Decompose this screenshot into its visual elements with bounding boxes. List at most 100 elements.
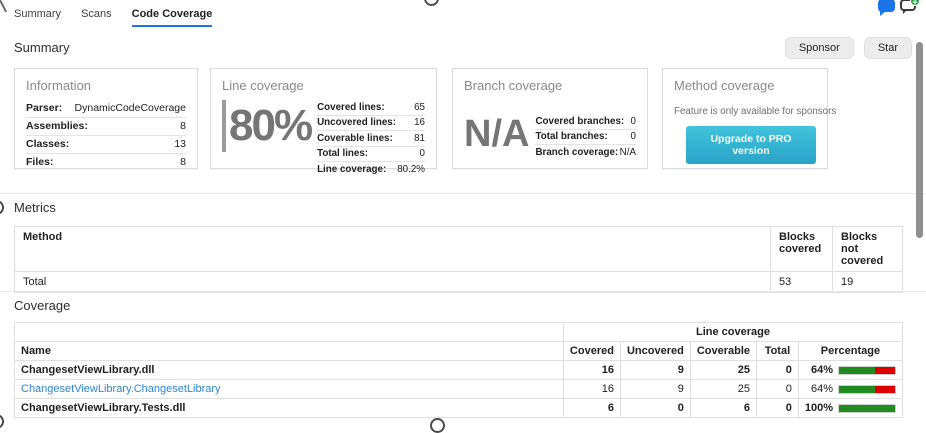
line-label: Covered lines: — [317, 101, 385, 113]
info-row-classes: Classes: 13 — [26, 136, 186, 154]
add-comment-icon[interactable]: + — [900, 0, 920, 14]
info-value: 13 — [174, 138, 186, 150]
percentage-text: 64% — [810, 383, 833, 395]
line-row-coverable: Coverable lines: 81 — [317, 131, 425, 147]
method-coverage-card: Method coverage Feature is only availabl… — [662, 68, 837, 169]
coverable-value: 25 — [689, 360, 758, 380]
info-value: 8 — [180, 156, 186, 168]
metrics-blocks-not-covered-value: 19 — [832, 271, 903, 293]
group-header-empty-cell — [14, 322, 564, 342]
percentage-cell: 100% — [797, 398, 904, 418]
coverable-value: 6 — [689, 398, 758, 418]
percentage-text: 100% — [804, 402, 833, 414]
coverage-bar — [838, 403, 896, 413]
total-value: 0 — [756, 360, 799, 380]
big-na-text: N/A — [464, 113, 530, 155]
information-card: Information Parser: DynamicCodeCoverage … — [14, 68, 198, 169]
line-row-covered: Covered lines: 65 — [317, 100, 425, 116]
scrollbar-thumb[interactable] — [916, 42, 923, 238]
line-coverage-card: Line coverage 80% Covered lines: 65 Unco… — [210, 68, 437, 175]
branch-value: 0 — [630, 115, 636, 127]
uncovered-value: 9 — [619, 360, 691, 380]
coverage-bar — [838, 384, 896, 394]
tab-code-coverage[interactable]: Code Coverage — [131, 8, 213, 27]
info-label: Assemblies: — [26, 120, 88, 132]
group-header-line-coverage: Line coverage — [562, 322, 904, 342]
big-percentage-text: 80% — [229, 101, 313, 150]
cropped-circle-artifact-bottom-left — [0, 414, 4, 429]
table-row-class-1: ChangesetViewLibrary.ChangesetLibrary 16… — [14, 379, 904, 399]
line-row-uncovered: Uncovered lines: 16 — [317, 116, 425, 131]
coverage-header-total: Total — [756, 341, 799, 361]
covered-value: 16 — [562, 379, 621, 399]
cropped-circle-artifact-bottom — [430, 418, 445, 433]
uncovered-value: 0 — [619, 398, 691, 418]
total-value: 0 — [756, 398, 799, 418]
branch-row-covered: Covered branches: 0 — [535, 114, 636, 130]
assembly-name: ChangesetViewLibrary.dll — [14, 360, 564, 380]
coverable-value: 25 — [689, 379, 758, 399]
section-title-summary: Summary — [14, 40, 70, 55]
table-row-assembly-1: ChangesetViewLibrary.dll 16 9 25 0 64% — [14, 360, 904, 380]
class-link[interactable]: ChangesetViewLibrary.ChangesetLibrary — [21, 383, 221, 395]
cropped-circle-artifact-left — [0, 200, 4, 215]
chat-bubble-icon[interactable] — [878, 0, 895, 16]
coverage-header-name: Name — [14, 341, 564, 361]
section-divider — [0, 193, 926, 194]
branch-row-total: Total branches: 0 — [535, 130, 636, 145]
top-tab-bar: Summary Scans Code Coverage + — [0, 0, 926, 30]
branch-row-percentage: Branch coverage: N/A — [535, 145, 636, 160]
table-row-assembly-2: ChangesetViewLibrary.Tests.dll 6 0 6 0 1… — [14, 398, 904, 418]
tab-scans[interactable]: Scans — [81, 8, 112, 20]
metrics-blocks-covered-value: 53 — [770, 271, 833, 293]
line-row-total: Total lines: 0 — [317, 147, 425, 162]
method-coverage-card-title: Method coverage — [674, 78, 775, 93]
section-title-metrics: Metrics — [14, 200, 56, 215]
coverage-header-percentage: Percentage — [797, 341, 904, 361]
assembly-name: ChangesetViewLibrary.Tests.dll — [14, 398, 564, 418]
branch-coverage-card: Branch coverage N/A Covered branches: 0 … — [452, 68, 648, 169]
line-row-percentage: Line coverage: 80.2% — [317, 162, 425, 177]
branch-label: Branch coverage: — [535, 146, 619, 158]
tab-summary[interactable]: Summary — [14, 8, 62, 20]
metrics-header-blocks-not-covered: Blocks not covered — [832, 226, 903, 272]
info-value: DynamicCodeCoverage — [74, 102, 186, 114]
info-label: Parser: — [26, 102, 63, 114]
section-divider — [0, 291, 926, 292]
branch-coverage-card-title: Branch coverage — [464, 78, 563, 93]
repo-buttons: Sponsor Star — [784, 37, 912, 59]
sponsors-only-message: Feature is only available for sponsors — [674, 106, 837, 117]
line-value: 65 — [414, 101, 425, 113]
info-row-parser: Parser: DynamicCodeCoverage — [26, 100, 186, 118]
covered-value: 16 — [562, 360, 621, 380]
tab-strip: Summary Scans Code Coverage — [14, 8, 213, 27]
plus-badge-icon: + — [910, 0, 920, 7]
section-title-coverage: Coverage — [14, 298, 71, 313]
coverage-header-row: Name Covered Uncovered Coverable Total P… — [14, 341, 904, 361]
line-coverage-card-title: Line coverage — [222, 78, 304, 93]
info-label: Files: — [26, 156, 54, 168]
information-card-title: Information — [26, 78, 92, 93]
info-label: Classes: — [26, 138, 70, 150]
percentage-cell: 64% — [797, 360, 904, 380]
line-label: Coverable lines: — [317, 132, 393, 144]
uncovered-value: 9 — [619, 379, 691, 399]
total-value: 0 — [756, 379, 799, 399]
metrics-total-label: Total — [14, 271, 771, 293]
star-button[interactable]: Star — [863, 37, 912, 59]
percentage-cell: 64% — [797, 379, 904, 399]
coverage-header-uncovered: Uncovered — [619, 341, 691, 361]
line-value: 80.2% — [397, 163, 425, 175]
upgrade-pro-button[interactable]: Upgrade to PRO version — [686, 126, 816, 164]
info-row-assemblies: Assemblies: 8 — [26, 118, 186, 136]
metrics-total-row: Total 53 19 — [14, 271, 903, 293]
line-label: Total lines: — [317, 148, 369, 159]
info-row-files: Files: 8 — [26, 154, 186, 171]
line-coverage-big-value: 80% — [222, 100, 313, 152]
metrics-table: Method Blocks covered Blocks not covered… — [14, 226, 903, 293]
branch-value: 0 — [630, 131, 636, 142]
sponsor-button[interactable]: Sponsor — [784, 37, 854, 59]
line-value: 0 — [419, 148, 425, 159]
metrics-header-row: Method Blocks covered Blocks not covered — [14, 226, 903, 272]
class-name-link-cell: ChangesetViewLibrary.ChangesetLibrary — [14, 379, 564, 399]
